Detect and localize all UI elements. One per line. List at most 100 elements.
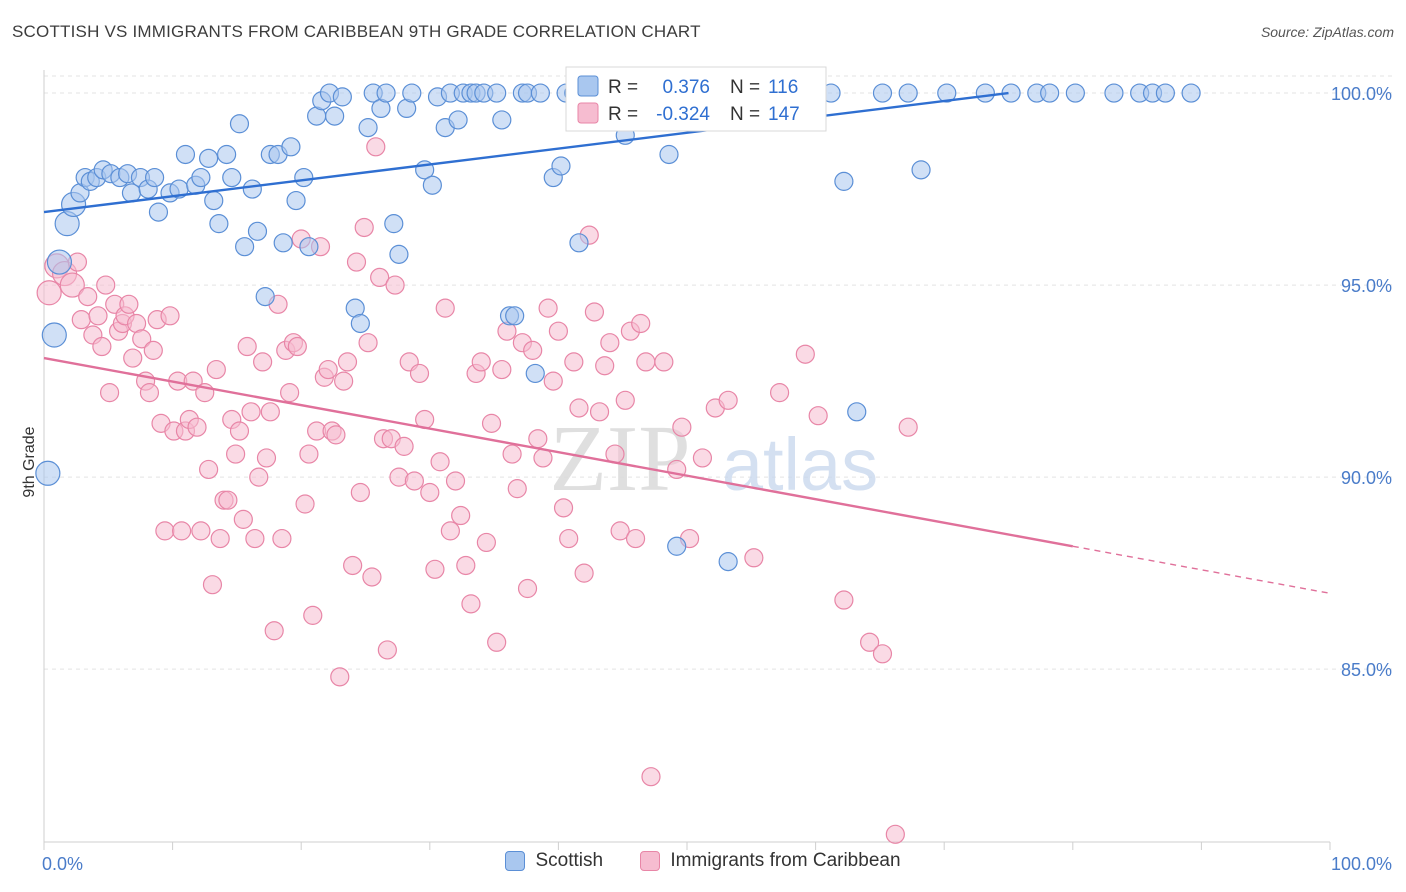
scottish-point bbox=[898, 83, 918, 103]
caribbean-point bbox=[744, 548, 764, 568]
scottish-point bbox=[281, 137, 301, 157]
scottish-point bbox=[35, 460, 61, 486]
caribbean-point bbox=[625, 528, 646, 549]
caribbean-point bbox=[139, 383, 160, 403]
caribbean-point bbox=[226, 444, 246, 464]
caribbean-point bbox=[834, 590, 854, 610]
scottish-point bbox=[569, 233, 589, 253]
caribbean-point bbox=[326, 425, 346, 445]
caribbean-point bbox=[451, 505, 471, 526]
legend-r-label: R = bbox=[608, 104, 638, 125]
caribbean-point bbox=[260, 402, 280, 422]
legend-n-value: 116 bbox=[768, 77, 798, 98]
legend-item-caribbean[interactable]: Immigrants from Caribbean bbox=[640, 850, 901, 872]
legend-r-value: 0.376 bbox=[662, 77, 710, 98]
caribbean-point bbox=[559, 528, 579, 549]
caribbean-point bbox=[553, 498, 574, 518]
caribbean-point bbox=[334, 371, 354, 391]
scottish-point bbox=[358, 118, 378, 138]
caribbean-point bbox=[898, 417, 918, 437]
caribbean-point bbox=[420, 482, 440, 503]
caribbean-point bbox=[548, 321, 569, 341]
caribbean-point bbox=[476, 532, 496, 553]
caribbean-point bbox=[59, 272, 85, 298]
caribbean-point bbox=[595, 356, 615, 376]
scottish-point bbox=[975, 83, 995, 103]
scottish-point bbox=[937, 83, 957, 103]
caribbean-point bbox=[155, 521, 175, 541]
caribbean-point bbox=[507, 479, 527, 499]
caribbean-point bbox=[280, 383, 300, 403]
scottish-point bbox=[659, 144, 679, 165]
caribbean-point bbox=[589, 402, 610, 422]
grid-lines bbox=[44, 75, 1392, 670]
caribbean-point bbox=[119, 294, 139, 314]
legend-swatch-scottish bbox=[577, 75, 599, 97]
caribbean-point bbox=[430, 452, 450, 472]
caribbean-point bbox=[264, 621, 284, 641]
caribbean-point bbox=[330, 667, 350, 687]
caribbean-point bbox=[295, 494, 315, 514]
caribbean-point bbox=[245, 528, 265, 549]
legend-swatch-caribbean bbox=[577, 102, 599, 124]
y-axis-label: 9th Grade bbox=[21, 426, 38, 497]
caribbean-point bbox=[564, 352, 584, 372]
caribbean-point bbox=[654, 352, 674, 372]
scottish-point bbox=[209, 214, 229, 234]
scottish-point bbox=[46, 249, 73, 275]
caribbean-point bbox=[377, 640, 397, 660]
scottish-point bbox=[492, 110, 512, 130]
caribbean-point bbox=[523, 340, 543, 360]
scottish-point bbox=[144, 167, 165, 188]
series-legend: Scottish Immigrants from Caribbean bbox=[0, 850, 1406, 877]
scottish-point bbox=[148, 202, 169, 222]
caribbean-point bbox=[354, 217, 374, 238]
caribbean-point bbox=[253, 352, 273, 372]
scottish-trend-line bbox=[43, 91, 1009, 214]
caribbean-point bbox=[404, 471, 424, 491]
caribbean-point bbox=[362, 567, 382, 587]
scottish-point bbox=[911, 160, 931, 180]
legend-item-scottish[interactable]: Scottish bbox=[505, 850, 603, 872]
legend-n-label: N = bbox=[730, 104, 760, 125]
y-tick-label: 100.0% bbox=[1331, 84, 1392, 104]
caribbean-point bbox=[456, 555, 476, 576]
caribbean-point bbox=[343, 555, 363, 576]
scottish-point bbox=[1181, 83, 1201, 103]
caribbean-point bbox=[435, 298, 455, 318]
caribbean-point bbox=[600, 333, 620, 353]
scottish-point bbox=[422, 175, 442, 195]
caribbean-point bbox=[256, 448, 277, 468]
scottish-point bbox=[255, 287, 275, 307]
caribbean-point bbox=[249, 467, 269, 487]
caribbean-point bbox=[78, 287, 98, 307]
scottish-point bbox=[667, 536, 687, 556]
caribbean-point bbox=[385, 275, 405, 295]
caribbean-point bbox=[885, 824, 905, 844]
caribbean-point bbox=[409, 363, 430, 384]
scottish-point bbox=[1155, 83, 1175, 103]
x-tick-labels: 0.0% 100.0% bbox=[42, 854, 1392, 874]
caribbean-point bbox=[99, 383, 120, 403]
scottish-point bbox=[242, 179, 262, 199]
caribbean-point bbox=[481, 413, 502, 433]
caribbean-point bbox=[36, 280, 62, 306]
y-tick-labels: 85.0% 90.0% 95.0% 100.0% bbox=[1331, 84, 1392, 680]
caribbean-point bbox=[287, 336, 307, 357]
caribbean-point bbox=[88, 306, 108, 326]
caribbean-point bbox=[92, 336, 112, 357]
scottish-point bbox=[834, 171, 854, 191]
caribbean-point bbox=[672, 417, 692, 437]
caribbean-point bbox=[303, 605, 323, 625]
x-tick-label: 0.0% bbox=[42, 854, 83, 874]
scottish-point bbox=[872, 83, 893, 103]
caribbean-point bbox=[96, 275, 116, 295]
series-immigrants-from-caribbean bbox=[36, 137, 918, 844]
caribbean-point bbox=[241, 402, 261, 422]
scottish-point bbox=[325, 106, 345, 126]
watermark-atlas: atlas bbox=[722, 423, 878, 506]
y-tick-label: 90.0% bbox=[1341, 468, 1392, 488]
scottish-point bbox=[235, 237, 255, 257]
caribbean-point bbox=[636, 352, 656, 372]
caribbean-point bbox=[461, 594, 481, 614]
